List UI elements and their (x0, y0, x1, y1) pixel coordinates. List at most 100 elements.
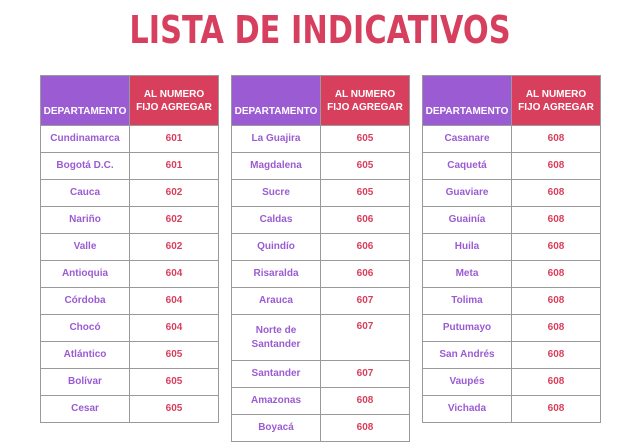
indicativo-cell: 605 (129, 368, 219, 396)
page-title: LISTA DE INDICATIVOS (129, 8, 511, 52)
indicativo-cell: 608 (511, 233, 601, 261)
indicativo-cell: 602 (129, 179, 219, 207)
table-row: Córdoba 604 (40, 287, 219, 315)
indicativo-cell: 604 (129, 314, 219, 342)
indicativo-cell: 604 (129, 287, 219, 315)
table-row: Norte de Santander 607 (231, 314, 410, 361)
indicativo-cell: 602 (129, 206, 219, 234)
indicativo-cell: 608 (511, 152, 601, 180)
table-row: Valle 602 (40, 233, 219, 261)
table-body: Casanare 608 Caquetá 608 Guaviare 608 Guainía 6… (422, 125, 601, 423)
departamento-cell: Tolima (422, 287, 512, 315)
departamento-cell: Amazonas (231, 387, 321, 415)
departamento-cell: Arauca (231, 287, 321, 315)
indicativo-cell: 608 (320, 414, 410, 442)
departamento-cell: Magdalena (231, 152, 321, 180)
indicativo-cell: 608 (320, 387, 410, 415)
indicativo-cell: 608 (511, 287, 601, 315)
table-row: Tolima 608 (422, 287, 601, 315)
departamento-cell: Meta (422, 260, 512, 288)
indicativo-cell: 606 (320, 260, 410, 288)
table-row: Boyacá 608 (231, 414, 410, 442)
header-numero: AL NUMERO FIJO AGREGAR (129, 75, 219, 126)
table-row: Quindío 606 (231, 233, 410, 261)
departamento-cell: Chocó (40, 314, 130, 342)
departamento-cell: Casanare (422, 125, 512, 153)
departamento-cell: Guainía (422, 206, 512, 234)
departamento-cell: Vichada (422, 395, 512, 423)
indicativo-cell: 608 (511, 125, 601, 153)
table-row: Bogotá D.C. 601 (40, 152, 219, 180)
header-departamento: DEPARTAMENTO (231, 75, 321, 126)
departamento-cell: Norte de Santander (231, 314, 321, 361)
indicativo-cell: 606 (320, 206, 410, 234)
departamento-cell: Valle (40, 233, 130, 261)
indicativo-cell: 608 (511, 314, 601, 342)
departamento-cell: Bogotá D.C. (40, 152, 130, 180)
table-header-row: DEPARTAMENTO AL NUMERO FIJO AGREGAR (422, 75, 601, 126)
table-row: Vichada 608 (422, 395, 601, 423)
table-row: Santander 607 (231, 360, 410, 388)
table-row: Cauca 602 (40, 179, 219, 207)
departamento-cell: Caldas (231, 206, 321, 234)
indicativo-cell: 604 (129, 260, 219, 288)
table-row: Guainía 608 (422, 206, 601, 234)
table-body: La Guajira 605 Magdalena 605 Sucre 605 Caldas 6… (231, 125, 410, 442)
table-row: La Guajira 605 (231, 125, 410, 153)
indicativo-cell: 605 (129, 395, 219, 423)
table-row: Caldas 606 (231, 206, 410, 234)
indicativo-cell: 605 (129, 341, 219, 369)
indicativo-cell: 606 (320, 233, 410, 261)
departamento-cell: Huila (422, 233, 512, 261)
table-row: Sucre 605 (231, 179, 410, 207)
departamento-cell: Putumayo (422, 314, 512, 342)
table-row: San Andrés 608 (422, 341, 601, 369)
indicativo-cell: 607 (320, 287, 410, 315)
header-departamento: DEPARTAMENTO (40, 75, 130, 126)
indicativo-cell: 605 (320, 152, 410, 180)
departamento-cell: Cundinamarca (40, 125, 130, 153)
departamento-cell: Caquetá (422, 152, 512, 180)
table-row: Risaralda 606 (231, 260, 410, 288)
table-row: Huila 608 (422, 233, 601, 261)
table-row: Meta 608 (422, 260, 601, 288)
indicativo-cell: 602 (129, 233, 219, 261)
table-header-row: DEPARTAMENTO AL NUMERO FIJO AGREGAR (231, 75, 410, 126)
departamento-cell: Atlántico (40, 341, 130, 369)
table-row: Nariño 602 (40, 206, 219, 234)
table-row: Casanare 608 (422, 125, 601, 153)
table-row: Cesar 605 (40, 395, 219, 423)
departamento-cell: San Andrés (422, 341, 512, 369)
table-row: Chocó 604 (40, 314, 219, 342)
indicativo-cell: 605 (320, 179, 410, 207)
indicativo-cell: 601 (129, 152, 219, 180)
departamento-cell: Bolívar (40, 368, 130, 396)
header-numero: AL NUMERO FIJO AGREGAR (320, 75, 410, 126)
indicativo-cell: 608 (511, 179, 601, 207)
indicativo-cell: 607 (320, 314, 410, 361)
table-row: Amazonas 608 (231, 387, 410, 415)
departamento-cell: Santander (231, 360, 321, 388)
table-header-row: DEPARTAMENTO AL NUMERO FIJO AGREGAR (40, 75, 219, 126)
indicativo-cell: 608 (511, 395, 601, 423)
departamento-cell: Boyacá (231, 414, 321, 442)
departamento-cell: Sucre (231, 179, 321, 207)
indicativo-cell: 605 (320, 125, 410, 153)
departamento-cell: Risaralda (231, 260, 321, 288)
table-row: Guaviare 608 (422, 179, 601, 207)
table-row: Vaupés 608 (422, 368, 601, 396)
indicativos-table-3: DEPARTAMENTO AL NUMERO FIJO AGREGAR Casa… (422, 75, 601, 423)
table-row: Cundinamarca 601 (40, 125, 219, 153)
header-numero: AL NUMERO FIJO AGREGAR (511, 75, 601, 126)
table-row: Antioquia 604 (40, 260, 219, 288)
departamento-cell: Nariño (40, 206, 130, 234)
indicativo-cell: 607 (320, 360, 410, 388)
indicativo-cell: 608 (511, 260, 601, 288)
indicativos-table-1: DEPARTAMENTO AL NUMERO FIJO AGREGAR Cund… (40, 75, 219, 423)
departamento-cell: Antioquia (40, 260, 130, 288)
table-row: Atlántico 605 (40, 341, 219, 369)
table-row: Magdalena 605 (231, 152, 410, 180)
indicativo-cell: 608 (511, 341, 601, 369)
indicativos-table-2: DEPARTAMENTO AL NUMERO FIJO AGREGAR La G… (231, 75, 410, 442)
indicativo-cell: 608 (511, 206, 601, 234)
